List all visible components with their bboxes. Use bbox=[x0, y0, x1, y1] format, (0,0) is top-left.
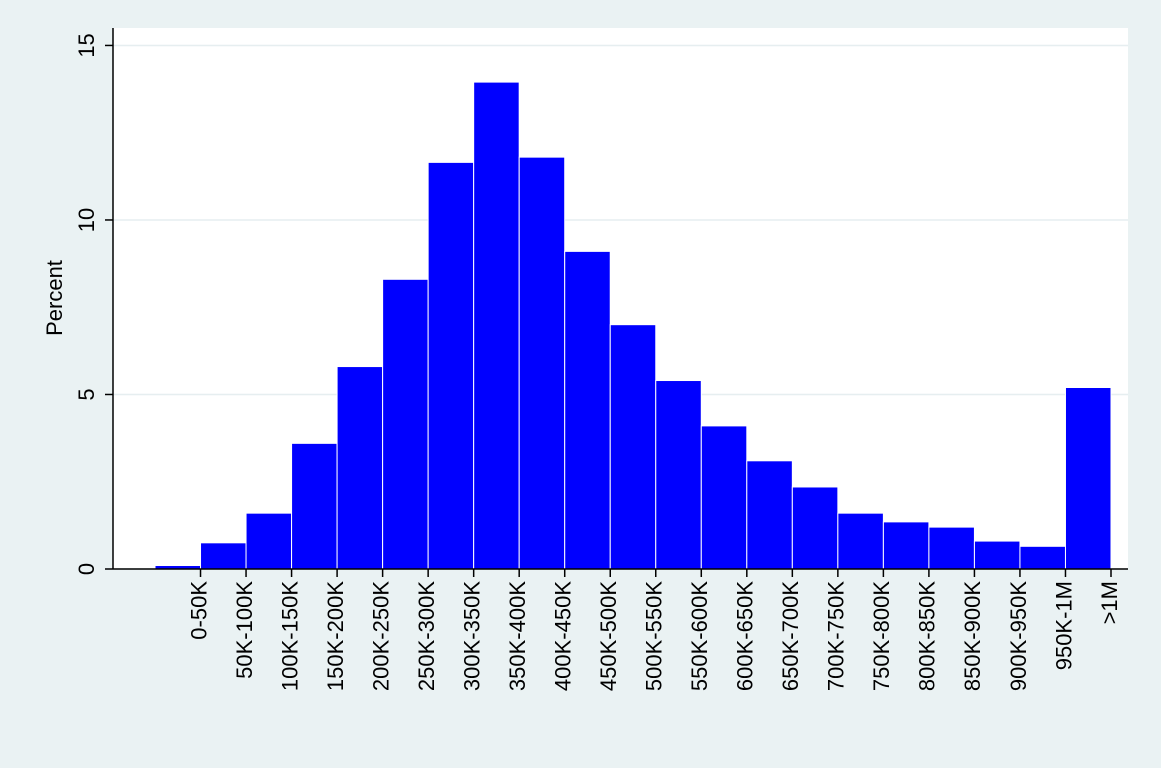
x-tick-label: 500K-550K bbox=[642, 581, 667, 691]
x-tick-label: 0-50K bbox=[186, 581, 211, 640]
bar bbox=[700, 425, 748, 570]
y-tick-label: 0 bbox=[74, 563, 99, 575]
x-tick-label: 100K-150K bbox=[277, 581, 302, 691]
bar bbox=[655, 380, 702, 570]
y-axis-label: Percent bbox=[42, 260, 67, 336]
y-tick-label: 5 bbox=[74, 388, 99, 400]
x-tick-label: 950K-1M bbox=[1051, 581, 1076, 670]
bar bbox=[427, 161, 475, 570]
bar bbox=[928, 526, 975, 570]
x-tick-label: >1M bbox=[1097, 581, 1122, 624]
bar bbox=[473, 81, 520, 570]
bar bbox=[609, 324, 657, 570]
y-tick-label: 10 bbox=[74, 208, 99, 232]
bar bbox=[746, 460, 793, 570]
x-tick-label: 650K-700K bbox=[778, 581, 803, 691]
y-tick-label: 15 bbox=[74, 33, 99, 57]
bar bbox=[837, 512, 884, 570]
bar bbox=[791, 486, 839, 570]
x-tick-label: 250K-300K bbox=[414, 581, 439, 691]
bar bbox=[973, 540, 1021, 570]
x-tick-label: 400K-450K bbox=[551, 581, 576, 691]
bar bbox=[882, 521, 930, 570]
bar bbox=[245, 512, 293, 570]
x-tick-label: 850K-900K bbox=[960, 581, 985, 691]
bar bbox=[1064, 387, 1112, 570]
x-tick-label: 700K-750K bbox=[824, 581, 849, 691]
x-tick-label: 900K-950K bbox=[1006, 581, 1031, 691]
bar bbox=[382, 278, 429, 570]
bar bbox=[564, 250, 611, 570]
x-tick-label: 150K-200K bbox=[323, 581, 348, 691]
x-tick-label: 450K-500K bbox=[596, 581, 621, 691]
bar bbox=[1019, 545, 1066, 570]
x-tick-label: 350K-400K bbox=[505, 581, 530, 691]
x-tick-label: 200K-250K bbox=[368, 581, 393, 691]
x-tick-label: 800K-850K bbox=[915, 581, 940, 691]
x-tick-label: 600K-650K bbox=[733, 581, 758, 691]
x-tick-label: 550K-600K bbox=[687, 581, 712, 691]
bar bbox=[518, 156, 566, 570]
bar bbox=[291, 442, 338, 570]
x-tick-label: 50K-100K bbox=[232, 581, 257, 679]
bar bbox=[200, 542, 247, 570]
x-tick-label: 750K-800K bbox=[869, 581, 894, 691]
bar bbox=[336, 366, 384, 570]
x-tick-label: 300K-350K bbox=[459, 581, 484, 691]
